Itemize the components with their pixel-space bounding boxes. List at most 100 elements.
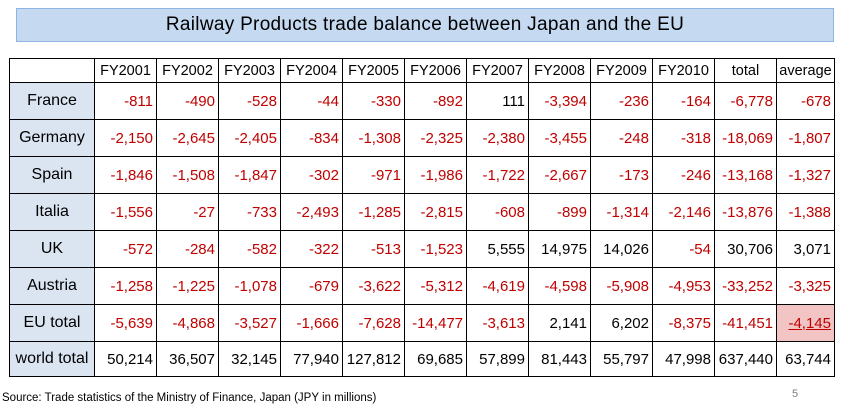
table-cell: -2,150: [94, 119, 157, 157]
table-cell: 57,899: [466, 341, 529, 377]
table-cell: 63,744: [776, 341, 835, 377]
table-cell: -1,078: [218, 267, 281, 305]
table-cell: -4,598: [528, 267, 591, 305]
table-cell: 30,706: [714, 230, 777, 268]
slide-title: Railway Products trade balance between J…: [165, 14, 685, 35]
table-cell: -173: [590, 156, 653, 194]
table-row: Austria -1,258 -1,225 -1,078 -679 -3,622 -5,31…: [9, 267, 835, 305]
column-header: FY2002: [156, 58, 219, 83]
table-cell: -1,666: [280, 304, 343, 342]
table-row: UK -572 -284 -582 -322 -513 -1,523 5,555 14,975 1…: [9, 230, 835, 268]
page-number: 5: [792, 388, 799, 400]
row-label: Spain: [9, 156, 95, 194]
table-cell: -3,455: [528, 119, 591, 157]
table-cell: -1,388: [776, 193, 835, 231]
column-header: FY2003: [218, 58, 281, 83]
table-cell: -1,327: [776, 156, 835, 194]
table-cell: -7,628: [342, 304, 405, 342]
table-cell: 36,507: [156, 341, 219, 377]
table-cell: -1,523: [404, 230, 467, 268]
table-cell: -3,394: [528, 82, 591, 120]
table-cell: -2,380: [466, 119, 529, 157]
table-cell: 637,440: [714, 341, 777, 377]
table-cell: -1,314: [590, 193, 653, 231]
row-label: EU total: [9, 304, 95, 342]
table-corner-cell: [9, 58, 95, 83]
row-label: France: [9, 82, 95, 120]
table-cell: -248: [590, 119, 653, 157]
table-cell: -892: [404, 82, 467, 120]
table-cell: -2,325: [404, 119, 467, 157]
table-cell: -2,146: [652, 193, 715, 231]
table-cell: -1,308: [342, 119, 405, 157]
table-cell: -3,527: [218, 304, 281, 342]
table-cell: 127,812: [342, 341, 405, 377]
column-header: total: [714, 58, 777, 83]
table-cell: 14,975: [528, 230, 591, 268]
table-cell: -5,639: [94, 304, 157, 342]
table-cell: -678: [776, 82, 835, 120]
row-label: Austria: [9, 267, 95, 305]
table-cell: 14,026: [590, 230, 653, 268]
table-cell: 2,141: [528, 304, 591, 342]
table-cell: -3,622: [342, 267, 405, 305]
table-cell: 6,202: [590, 304, 653, 342]
table-cell: -318: [652, 119, 715, 157]
table-cell: -13,168: [714, 156, 777, 194]
table-cell: 81,443: [528, 341, 591, 377]
table-row: Germany -2,150 -2,645 -2,405 -834 -1,308 -2,32…: [9, 119, 835, 157]
table-cell: -33,252: [714, 267, 777, 305]
table-cell: -1,508: [156, 156, 219, 194]
column-header: average: [776, 58, 835, 83]
row-label: world total: [9, 341, 95, 377]
table-cell: 111: [466, 82, 529, 120]
table-row: EU total -5,639 -4,868 -3,527 -1,666 -7,628 -1…: [9, 304, 835, 342]
table-cell: 50,214: [94, 341, 157, 377]
table-cell: -1,846: [94, 156, 157, 194]
table-body: France -811 -490 -528 -44 -330 -892 111 -3,394 -2…: [9, 82, 835, 377]
table-cell: -1,556: [94, 193, 157, 231]
table-cell: -1,285: [342, 193, 405, 231]
table-cell: -3,613: [466, 304, 529, 342]
table-cell: -18,069: [714, 119, 777, 157]
row-label: Germany: [9, 119, 95, 157]
table-cell: -5,312: [404, 267, 467, 305]
table-cell: -1,258: [94, 267, 157, 305]
table-cell: -8,375: [652, 304, 715, 342]
table-cell: -4,145: [776, 304, 835, 342]
table-cell: -2,667: [528, 156, 591, 194]
table-cell: -5,908: [590, 267, 653, 305]
row-label: Italia: [9, 193, 95, 231]
table-cell: -582: [218, 230, 281, 268]
table-cell: -27: [156, 193, 219, 231]
source-note: Source: Trade statistics of the Ministry…: [2, 392, 377, 404]
table-cell: -2,405: [218, 119, 281, 157]
table-row: world total 50,214 36,507 32,145 77,940 127,8…: [9, 341, 835, 377]
table-cell: -13,876: [714, 193, 777, 231]
table-cell: -608: [466, 193, 529, 231]
table-cell: -899: [528, 193, 591, 231]
table-cell: -811: [94, 82, 157, 120]
table-cell: -679: [280, 267, 343, 305]
table-cell: 3,071: [776, 230, 835, 268]
table-cell: -2,645: [156, 119, 219, 157]
table-row: Italia -1,556 -27 -733 -2,493 -1,285 -2,815 -60…: [9, 193, 835, 231]
table-cell: -733: [218, 193, 281, 231]
table-cell: -44: [280, 82, 343, 120]
table-cell: -2,493: [280, 193, 343, 231]
table-header-row: FY2001 FY2002 FY2003 FY2004 FY2005 FY200…: [9, 58, 835, 83]
table-cell: -2,815: [404, 193, 467, 231]
table-cell: -3,325: [776, 267, 835, 305]
trade-balance-table: FY2001 FY2002 FY2003 FY2004 FY2005 FY200…: [9, 58, 835, 377]
table-cell: -322: [280, 230, 343, 268]
column-header: FY2007: [466, 58, 529, 83]
table-cell: 55,797: [590, 341, 653, 377]
table-cell: -572: [94, 230, 157, 268]
table-cell: -4,868: [156, 304, 219, 342]
table-cell: -490: [156, 82, 219, 120]
column-header: FY2004: [280, 58, 343, 83]
table-cell: -54: [652, 230, 715, 268]
column-header: FY2009: [590, 58, 653, 83]
table-cell: 69,685: [404, 341, 467, 377]
table-cell: -1,225: [156, 267, 219, 305]
